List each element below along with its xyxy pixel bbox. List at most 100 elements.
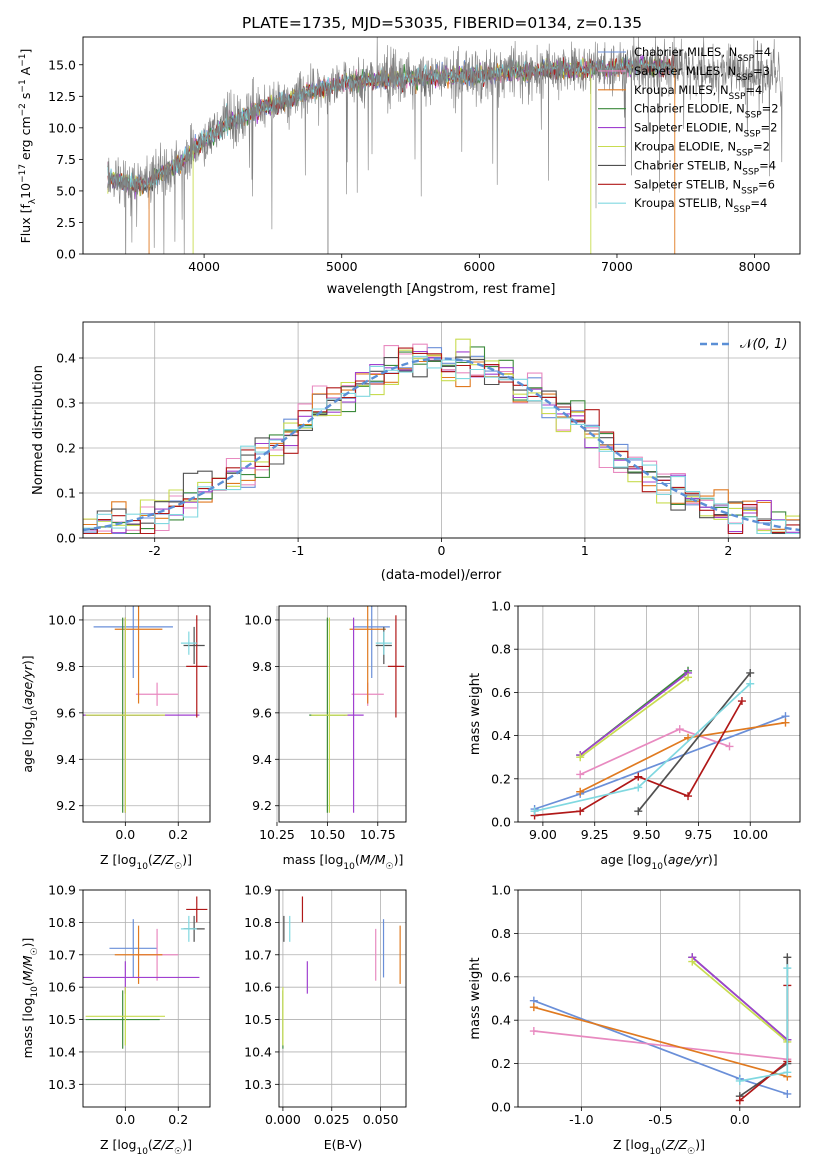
weight-marker xyxy=(529,1003,538,1012)
axes-frame xyxy=(517,605,801,823)
axes-frame xyxy=(82,889,211,1108)
weight-marker xyxy=(688,957,697,966)
age-vs-mass-panel: 10.25 10.50 10.75 9.2 9.4 9.6 9.8 10.0 mass [log… xyxy=(244,605,407,872)
y-tick-label: 10.6 xyxy=(48,980,76,995)
weight-marker xyxy=(746,668,755,677)
x-tick-label: 6000 xyxy=(463,259,495,274)
y-tick-label: 9.6 xyxy=(252,705,272,720)
weight-marker xyxy=(735,1076,744,1085)
y-axis-label: Flux [fλ10−17 erg cm−2 s−1 A−1] xyxy=(18,49,38,244)
x-axis-label: wavelength [Angstrom, rest frame] xyxy=(327,282,556,297)
weight-marker xyxy=(783,964,792,973)
y-tick-label: 0.8 xyxy=(491,926,511,941)
axes-frame xyxy=(82,321,801,539)
data-spectrum xyxy=(107,37,783,254)
weight-marker xyxy=(684,673,693,682)
legend-label: Chabrier MILES, NSSP=4 xyxy=(634,45,771,64)
normal-curve xyxy=(83,357,800,532)
weight-marker xyxy=(783,1089,792,1098)
y-tick-label: 5.0 xyxy=(56,183,76,198)
weight-line xyxy=(534,683,751,813)
age-vs-metallicity-panel: 0.0 0.2 9.2 9.4 9.6 9.8 10.0 Z [log10(Z/Z☉)] age… xyxy=(20,605,211,872)
weight-marker xyxy=(529,1027,538,1036)
y-tick-label: 0.6 xyxy=(491,685,511,700)
plot-area xyxy=(529,953,792,1105)
plot-area xyxy=(309,606,404,813)
residual-histogram xyxy=(83,356,800,535)
x-axis-label: Z [log10(Z/Z☉)] xyxy=(100,1137,192,1157)
plot-area xyxy=(83,338,800,535)
y-tick-label: 10.4 xyxy=(48,1044,76,1059)
y-tick-label: 9.4 xyxy=(252,752,272,767)
y-tick-label: 9.2 xyxy=(252,798,272,813)
y-tick-label: 10.0 xyxy=(48,612,76,627)
x-axis-label: Z [log10(Z/Z☉)] xyxy=(613,1137,705,1157)
y-tick-label: 0.2 xyxy=(491,771,511,786)
y-axis-label: mass weight xyxy=(468,673,483,755)
y-tick-label: 2.5 xyxy=(56,215,76,230)
weight-marker xyxy=(781,718,790,727)
weight-line xyxy=(533,1006,788,1078)
axes-frame xyxy=(82,36,801,255)
weight-marker xyxy=(783,953,792,962)
weight-marker xyxy=(783,1068,792,1077)
x-tick-label: 10.75 xyxy=(360,827,396,842)
x-tick-label: 1 xyxy=(581,543,589,558)
y-tick-label: 9.8 xyxy=(252,659,272,674)
y-tick-label: 0.4 xyxy=(56,351,76,366)
x-axis-label: Z [log10(Z/Z☉)] xyxy=(100,852,192,872)
mass-vs-extinction-panel: 0.000 0.025 0.050 10.3 10.4 10.5 10.6 10.7 10.8 1… xyxy=(244,883,407,1152)
y-tick-label: 10.4 xyxy=(244,1044,272,1059)
y-tick-label: 1.0 xyxy=(491,599,511,614)
weight-line xyxy=(739,985,789,1102)
y-tick-label: 10.3 xyxy=(48,1077,76,1092)
y-tick-label: 0.0 xyxy=(56,531,76,546)
x-tick-label: -1 xyxy=(292,543,304,558)
x-tick-label: 2 xyxy=(724,543,732,558)
y-tick-label: 0.3 xyxy=(56,396,76,411)
weight-marker xyxy=(576,787,585,796)
weight-vs-metallicity-panel: -1.0 -0.5 0.0 0.0 0.2 0.4 0.6 0.8 1.0 Z [log10(Z/… xyxy=(468,883,801,1157)
y-tick-label: 0.0 xyxy=(491,1100,511,1115)
weight-marker xyxy=(634,783,643,792)
x-tick-label: 4000 xyxy=(188,259,220,274)
x-axis-label: E(B-V) xyxy=(324,1137,363,1152)
x-tick-label: 0.0 xyxy=(115,1112,135,1127)
x-tick-label: 0.0 xyxy=(730,1112,750,1127)
residual-histogram xyxy=(83,355,800,535)
y-tick-label: 10.7 xyxy=(244,947,272,962)
weight-marker xyxy=(576,807,585,816)
y-tick-label: 0.4 xyxy=(491,728,511,743)
x-tick-label: 0.050 xyxy=(363,1112,399,1127)
weight-line xyxy=(579,672,689,756)
axes-frame xyxy=(278,889,407,1108)
y-tick-label: 7.5 xyxy=(56,152,76,167)
weight-marker xyxy=(735,1096,744,1105)
legend-label: Salpeter MILES, NSSP=3 xyxy=(634,64,770,83)
weight-vs-age-panel: 9.00 9.25 9.50 9.75 10.00 0.0 0.2 0.4 0.6 0.8 1.0 a… xyxy=(468,599,801,872)
x-axis-label: age [log10(age/yr)] xyxy=(600,852,717,872)
weight-marker xyxy=(576,753,585,762)
y-tick-label: 9.8 xyxy=(56,659,76,674)
spectrum-panel: 4000 5000 6000 7000 8000 0.0 2.5 5.0 7.5 10.0 12.5… xyxy=(18,36,801,297)
x-tick-label: 10.00 xyxy=(732,827,768,842)
y-tick-label: 10.5 xyxy=(244,1012,272,1027)
y-axis-label: mass weight xyxy=(468,957,483,1039)
y-tick-label: 10.3 xyxy=(244,1077,272,1092)
x-tick-label: 9.25 xyxy=(581,827,609,842)
legend-label: Chabrier STELIB, NSSP=4 xyxy=(634,158,776,177)
x-tick-label: 0 xyxy=(438,543,446,558)
legend-label: Kroupa MILES, NSSP=4 xyxy=(634,83,762,102)
y-tick-label: 10.5 xyxy=(48,1012,76,1027)
axes-frame xyxy=(82,605,211,823)
y-tick-label: 9.6 xyxy=(56,705,76,720)
y-tick-label: 10.8 xyxy=(244,915,272,930)
plot-area xyxy=(83,896,208,1049)
x-tick-label: 9.00 xyxy=(529,827,557,842)
weight-marker xyxy=(530,807,539,816)
legend-label: 𝒩(0, 1) xyxy=(740,337,787,352)
x-tick-label: 9.50 xyxy=(633,827,661,842)
legend-label: Salpeter STELIB, NSSP=6 xyxy=(634,177,775,196)
y-axis-label: age [log10(age/yr)] xyxy=(20,655,40,772)
y-tick-label: 10.0 xyxy=(244,612,272,627)
